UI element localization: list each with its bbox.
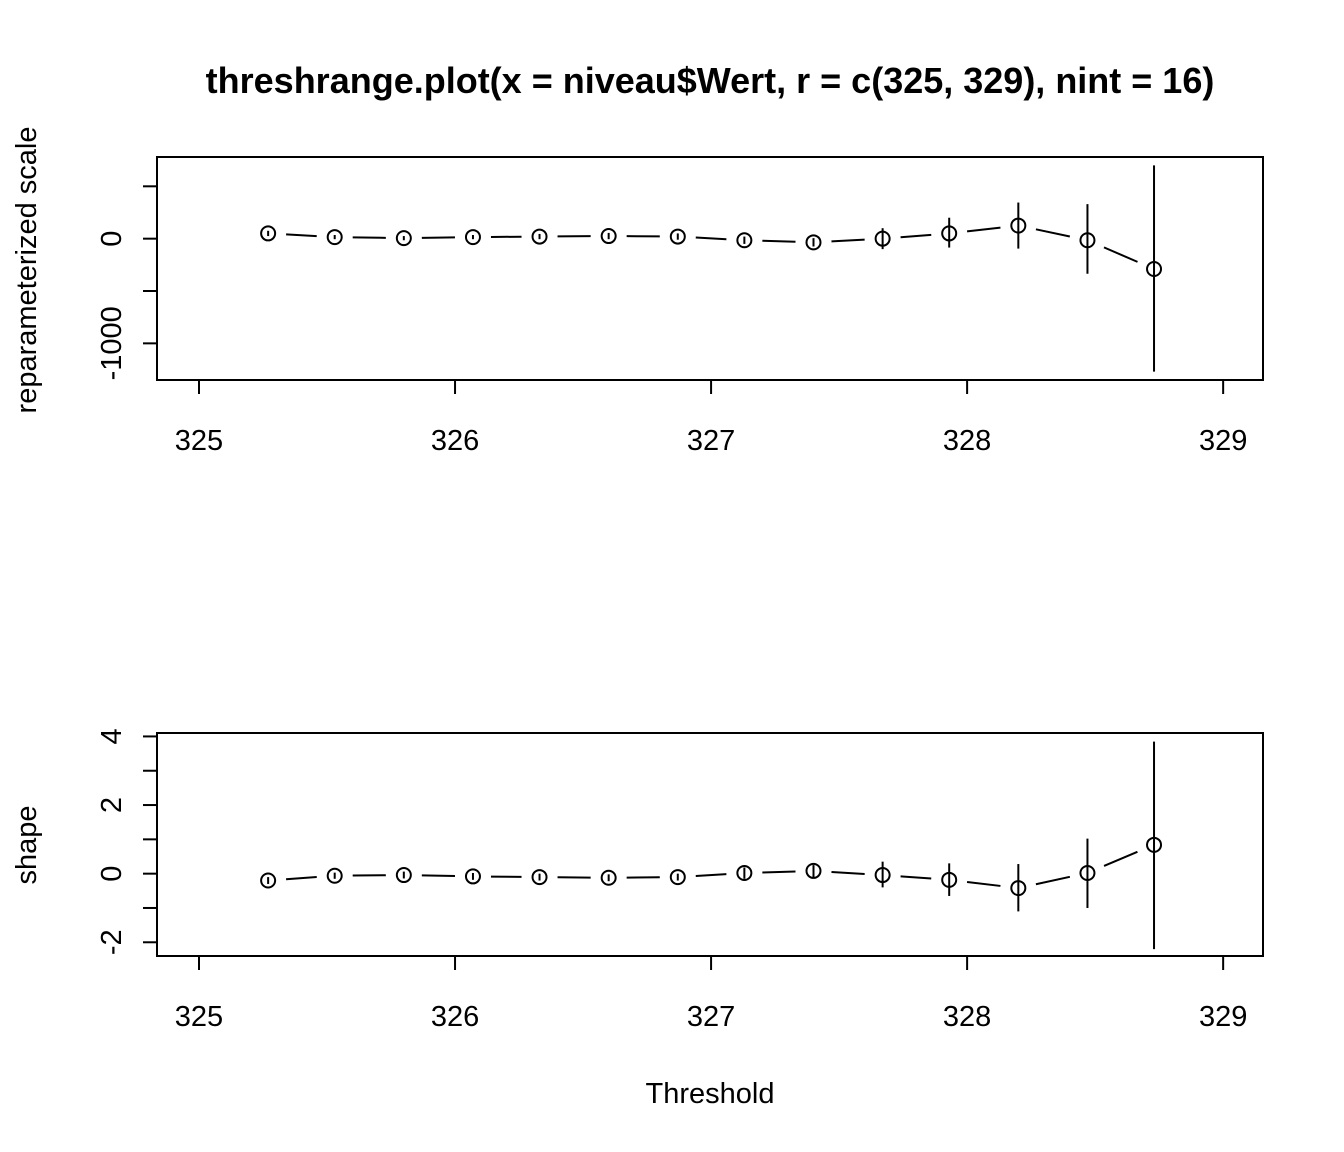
data-point [326, 867, 343, 884]
y-tick-label: 0 [96, 231, 128, 247]
series-line-segment [831, 238, 865, 243]
series-line-segment [695, 236, 727, 241]
x-tick-label: 326 [431, 425, 479, 457]
series-line-segment [1103, 850, 1138, 867]
x-axis-label: Threshold [646, 1078, 775, 1110]
series-line-segment [831, 870, 865, 875]
series-line-segment [966, 880, 1001, 887]
chart-title: threshrange.plot(x = niveau$Wert, r = c(… [206, 60, 1215, 101]
x-tick-label: 328 [943, 1001, 991, 1033]
data-point [736, 864, 753, 881]
y-axis-label: shape [11, 805, 43, 884]
y-axis-label: reparameterized scale [11, 127, 43, 414]
plot-frame [156, 156, 1264, 381]
series-line-segment [695, 873, 727, 877]
series-line-segment [1103, 246, 1138, 263]
x-tick-label: 327 [687, 425, 735, 457]
data-point [1146, 836, 1163, 853]
x-tick-label: 326 [431, 1001, 479, 1033]
data-point [874, 867, 891, 884]
series-line-segment [286, 233, 317, 238]
data-point [600, 869, 617, 886]
y-tick-label: 2 [96, 797, 128, 813]
x-tick-label: 327 [687, 1001, 735, 1033]
data-point [941, 871, 958, 888]
data-point [395, 867, 412, 884]
data-point [669, 228, 686, 245]
data-point [1010, 880, 1027, 897]
data-point [600, 228, 617, 245]
series-line-segment [286, 876, 317, 881]
series-line-segment [762, 239, 796, 243]
series-line-segment [421, 236, 455, 239]
x-tick-label: 325 [175, 1001, 223, 1033]
series-line-segment [1035, 875, 1071, 886]
data-point [736, 232, 753, 249]
x-tick-label: 328 [943, 425, 991, 457]
y-tick-label: 4 [96, 728, 128, 744]
y-tick-label: 0 [96, 866, 128, 882]
series-line-segment [762, 870, 796, 874]
series-line-segment [1035, 228, 1071, 238]
data-point [1146, 261, 1163, 278]
series-line-segment [352, 236, 386, 239]
x-tick-label: 329 [1199, 1001, 1247, 1033]
data-point [260, 872, 277, 889]
panel-shape: 325 326 327 328 329 -2 0 2 4 shape [11, 728, 1264, 1033]
data-point [1079, 864, 1096, 881]
data-point [464, 229, 481, 246]
series-line-segment [966, 226, 1001, 233]
data-point [531, 869, 548, 886]
y-tick-label: -2 [96, 929, 128, 955]
data-point [260, 225, 277, 242]
y-tick-label: -1000 [96, 306, 128, 380]
data-point [464, 868, 481, 885]
series-line-segment [421, 874, 455, 878]
data-point [531, 228, 548, 245]
x-tick-label: 329 [1199, 425, 1247, 457]
data-point [1079, 232, 1096, 249]
data-point [874, 230, 891, 247]
x-tick-label: 325 [175, 425, 223, 457]
series-line-segment [900, 233, 932, 239]
data-point [941, 225, 958, 242]
series-line-segment [900, 875, 932, 880]
data-point [805, 862, 822, 879]
data-point [326, 229, 343, 246]
data-point [805, 234, 822, 251]
data-point [395, 230, 412, 247]
data-point [669, 869, 686, 886]
panel-reparameterized-scale: 325 326 327 328 329 -1000 0 reparameterized sca… [11, 127, 1264, 457]
data-point [1010, 217, 1027, 234]
plot-frame [156, 732, 1264, 957]
